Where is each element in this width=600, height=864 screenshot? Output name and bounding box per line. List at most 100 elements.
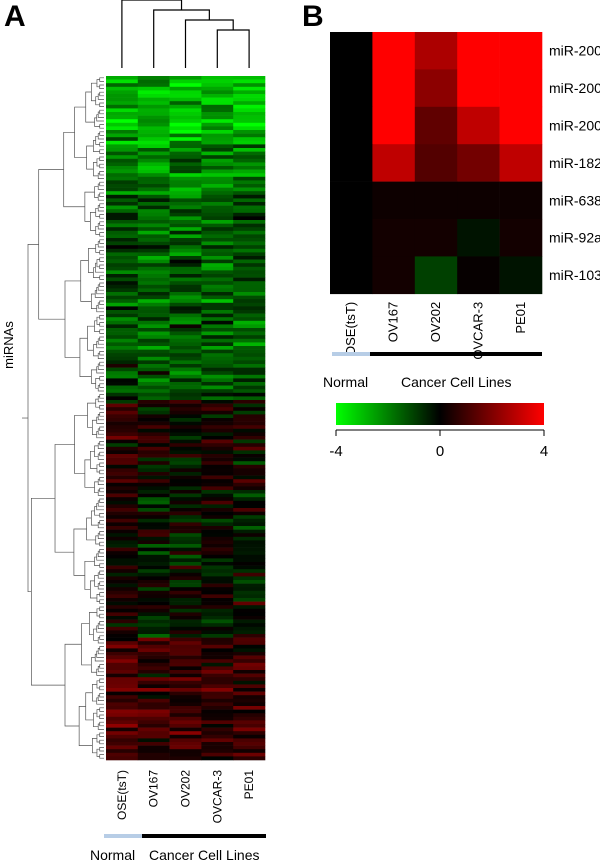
heatmap-a-cell <box>169 691 202 696</box>
dendrogram-branch <box>93 140 100 152</box>
heatmap-a-cell <box>169 637 202 642</box>
dendrogram-branch <box>99 124 104 129</box>
heatmap-a-cell <box>137 742 170 746</box>
heatmap-a-cell <box>201 367 234 372</box>
heatmap-a-cell <box>201 652 234 656</box>
heatmap-a-cell <box>169 112 202 116</box>
group-label-normal-b: Normal <box>323 374 368 390</box>
heatmap-a-cell <box>106 565 139 570</box>
heatmap-a-cell <box>201 515 234 520</box>
dendrogram-branch <box>99 685 104 691</box>
dendrogram-branch <box>99 541 104 547</box>
heatmap-a-cell <box>137 461 170 466</box>
heatmap-a-cell <box>201 281 234 286</box>
heatmap-a-cell <box>201 266 234 271</box>
heatmap-a-cell <box>106 706 139 710</box>
heatmap-a-cell <box>201 724 234 728</box>
heatmap-a-cell <box>169 598 202 602</box>
heatmap-a-cell <box>169 572 202 577</box>
heatmap-a-cell <box>201 338 234 343</box>
heatmap-a-cell <box>233 378 266 383</box>
heatmap-a-cell <box>137 598 170 602</box>
heatmap-a-cell <box>137 230 170 235</box>
heatmap-a-cell <box>106 734 139 739</box>
dendrogram-branch <box>97 414 104 421</box>
heatmap-a-cell <box>169 526 202 530</box>
dendrogram-branch <box>97 428 104 435</box>
heatmap-a-cell <box>137 551 170 556</box>
heatmap-a-cell <box>137 248 170 253</box>
heatmap-a-cell <box>201 86 234 91</box>
heatmap-a-cell <box>169 454 202 458</box>
heatmap-a-cell <box>137 259 170 264</box>
colorbar-tick-label: 0 <box>436 443 444 460</box>
heatmap-a-cell <box>201 421 234 426</box>
heatmap-a-cell <box>169 349 202 354</box>
heatmap-a-cell <box>169 194 202 199</box>
heatmap-a-cell <box>201 526 234 530</box>
heatmap-a-cell <box>201 248 234 253</box>
heatmap-a-cell <box>137 709 170 714</box>
heatmap-a-cell <box>169 223 202 228</box>
dendrogram-branch <box>99 322 104 327</box>
heatmap-a-cell <box>233 500 266 505</box>
heatmap-a-cell <box>169 248 202 253</box>
heatmap-a-cell <box>201 734 234 739</box>
heatmap-a-cell <box>169 421 202 426</box>
heatmap-a-cell <box>201 432 234 437</box>
heatmap-a-cell <box>201 104 234 109</box>
dendrogram-branch <box>96 431 104 439</box>
dendrogram-branch <box>99 664 104 669</box>
heatmap-a-cell <box>233 122 266 127</box>
heatmap-b-cells <box>330 32 543 295</box>
heatmap-a-cell <box>106 277 139 282</box>
heatmap-a-cell <box>233 335 266 340</box>
heatmap-a-cell <box>201 410 234 415</box>
heatmap-a-cell <box>233 367 266 372</box>
heatmap-b-cell <box>499 144 543 182</box>
heatmap-a-cell <box>137 482 170 487</box>
heatmap-a-cell <box>201 299 234 304</box>
heatmap-a-cell <box>137 148 170 152</box>
heatmap-a-cell <box>106 511 139 516</box>
heatmap-a-cell <box>233 414 266 419</box>
heatmap-a-cell <box>169 482 202 487</box>
heatmap-a-cell <box>233 569 266 574</box>
heatmap-b-cell <box>414 181 458 220</box>
heatmap-a-cell <box>169 335 202 340</box>
dendrogram-branch <box>95 378 100 389</box>
heatmap-a-cell <box>201 126 234 131</box>
heatmap-a-cell <box>106 205 139 210</box>
heatmap-a-cell <box>169 122 202 127</box>
heatmap-a-cell <box>201 216 234 221</box>
colorbar-tick-label: 4 <box>540 443 548 460</box>
dendrogram-branch <box>99 747 104 752</box>
heatmap-a-cell <box>201 306 234 311</box>
heatmap-a-cell <box>201 666 234 671</box>
heatmap-a-cell <box>233 565 266 570</box>
heatmap-a-cell <box>233 284 266 289</box>
heatmap-a-cell <box>137 205 170 210</box>
heatmap-a-cell <box>201 554 234 559</box>
heatmap-a-cell <box>169 90 202 95</box>
heatmap-a-cell <box>169 306 202 311</box>
heatmap-b-cell <box>372 69 416 108</box>
dendrogram-branch <box>96 650 104 658</box>
dendrogram-branch <box>96 158 100 167</box>
heatmap-a-cell <box>169 569 202 574</box>
heatmap-a-cell <box>201 83 234 88</box>
dendrogram-branch <box>96 748 100 757</box>
heatmap-a-cell <box>137 428 170 433</box>
heatmap-a-cell <box>233 86 266 91</box>
heatmap-b-cell <box>457 69 500 108</box>
heatmap-a-cell <box>233 630 266 635</box>
heatmap-a-cell <box>137 234 170 239</box>
dendrogram-branch <box>91 657 97 673</box>
heatmap-a-cell <box>106 230 139 235</box>
heatmap-a-cell <box>233 634 266 638</box>
heatmap-a-cell <box>169 288 202 293</box>
heatmap-a-cell <box>137 522 170 527</box>
heatmap-a-cell <box>201 540 234 545</box>
heatmap-a-cell <box>169 410 202 415</box>
heatmap-a-cell <box>137 122 170 127</box>
